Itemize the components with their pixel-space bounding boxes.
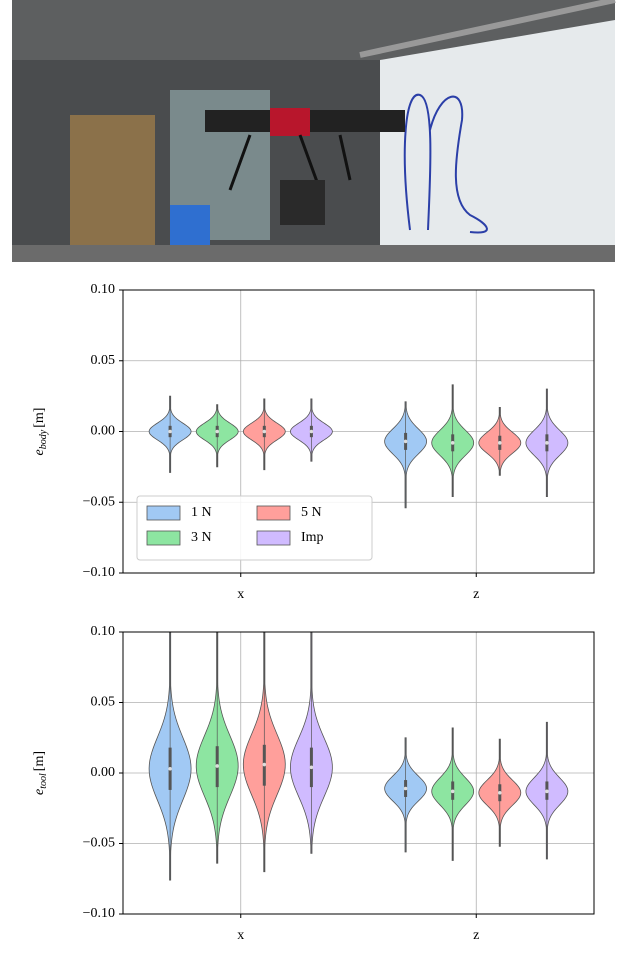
y-tick-label: 0.10 bbox=[91, 624, 116, 639]
legend-label: 1 N bbox=[191, 505, 212, 520]
whiteboard-frame bbox=[359, 0, 616, 58]
violin-median bbox=[309, 765, 314, 770]
y-tick-label: −0.10 bbox=[83, 906, 115, 921]
legend-swatch bbox=[256, 505, 291, 521]
y-label-unit: [m] bbox=[32, 408, 47, 428]
y-axis-label: ebody[m] bbox=[32, 408, 49, 456]
y-tick-label: 0.00 bbox=[91, 424, 116, 439]
x-tick-label: x bbox=[237, 928, 244, 943]
shelf bbox=[70, 115, 155, 245]
violin-median bbox=[309, 429, 314, 434]
y-tick-label: 0.05 bbox=[91, 353, 116, 368]
violin-median bbox=[545, 789, 549, 794]
case bbox=[280, 180, 325, 225]
violin-median bbox=[215, 429, 219, 434]
legend-label: Imp bbox=[301, 530, 324, 545]
legend-swatch bbox=[146, 530, 181, 546]
x-tick-label: z bbox=[473, 587, 479, 602]
y-tick-label: 0.05 bbox=[91, 695, 116, 710]
y-tick-label: 0.00 bbox=[91, 765, 116, 780]
y-label-unit: [m] bbox=[32, 751, 47, 771]
legend-swatch bbox=[256, 530, 291, 546]
plot-frame bbox=[122, 289, 595, 574]
y-label-subscript: body bbox=[38, 429, 49, 449]
x-tick-label: x bbox=[237, 587, 244, 602]
violin-median bbox=[450, 441, 455, 445]
y-axis-label: etool [m] bbox=[32, 751, 49, 795]
legend-box bbox=[136, 495, 373, 561]
legend-swatch bbox=[146, 505, 181, 521]
y-tick-label: −0.10 bbox=[83, 565, 115, 580]
floor bbox=[12, 245, 615, 262]
y-tick-label: 0.10 bbox=[91, 282, 116, 297]
violin-median bbox=[215, 764, 219, 768]
x-tick-label: z bbox=[473, 928, 479, 943]
y-label-symbol: e bbox=[32, 789, 47, 795]
violin-median bbox=[403, 786, 408, 791]
violin-median bbox=[450, 789, 455, 794]
drone-core bbox=[270, 108, 310, 136]
violin-median bbox=[498, 441, 502, 445]
whiteboard bbox=[380, 20, 615, 262]
violin-median bbox=[262, 762, 267, 767]
violin-median bbox=[545, 441, 549, 445]
y-tick-label: −0.05 bbox=[83, 836, 115, 851]
violin-median bbox=[168, 429, 172, 434]
y-tick-label: −0.05 bbox=[83, 494, 115, 509]
violin-median bbox=[403, 439, 408, 444]
violin-median bbox=[498, 790, 502, 795]
legend-label: 5 N bbox=[301, 505, 322, 520]
drawn-letters bbox=[403, 93, 488, 234]
y-label-symbol: e bbox=[32, 449, 47, 455]
blue-bag bbox=[170, 205, 210, 245]
violin-median bbox=[262, 429, 267, 434]
plot-frame bbox=[122, 631, 595, 915]
violin-median bbox=[168, 766, 172, 771]
y-label-subscript: tool bbox=[38, 773, 49, 789]
photo bbox=[12, 0, 616, 262]
legend-label: 3 N bbox=[191, 530, 212, 545]
